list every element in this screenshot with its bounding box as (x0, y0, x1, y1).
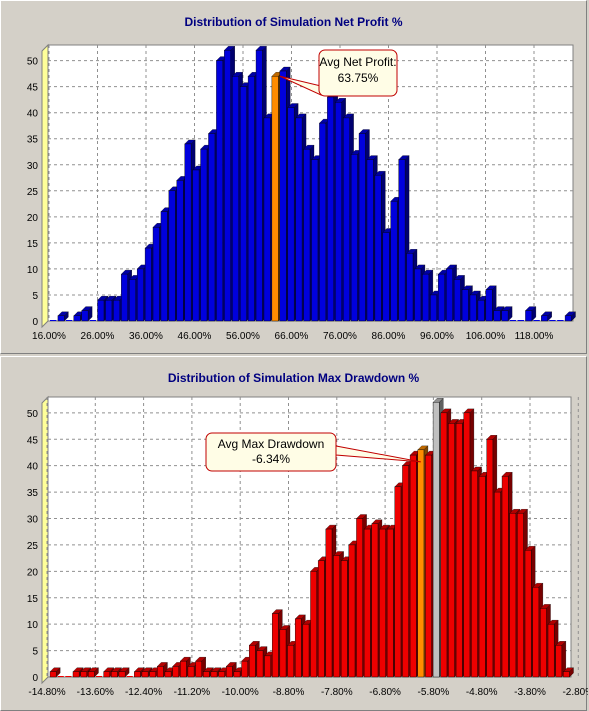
histogram-bar (525, 306, 537, 322)
annotation-label: Avg Net Profit: (319, 55, 396, 69)
y-tick-label: 0 (32, 317, 38, 328)
left-wall (41, 395, 49, 685)
histogram-bar (50, 320, 57, 321)
max-drawdown-histogram: 0 5 10 15 20 25 30 35 40 45 50 -14.80% -13.60% -12.40… (27, 395, 588, 698)
histogram-bar (549, 320, 556, 321)
histogram-bar (95, 676, 103, 677)
histogram-bar (557, 320, 564, 321)
histogram-bar (564, 311, 576, 322)
y-tick-label: 15 (27, 594, 39, 605)
x-tick-label: -14.80% (28, 687, 65, 698)
y-tick-label: 25 (27, 541, 39, 552)
x-tick-label: 36.00% (129, 331, 163, 342)
y-tick-label: 50 (27, 57, 39, 68)
histogram-bar (540, 311, 553, 322)
histogram-bar (57, 676, 64, 677)
y-tick-label: 40 (27, 109, 39, 120)
y-tick-label: 30 (27, 161, 39, 172)
histogram-bar (126, 676, 133, 677)
x-tick-label: 76.00% (323, 331, 357, 342)
y-tick-label: 50 (27, 409, 39, 420)
histogram-bar (81, 306, 93, 322)
histogram-bar (49, 667, 61, 678)
x-tick-label: 26.00% (81, 331, 115, 342)
annotation-value: -6.34% (252, 452, 290, 466)
net-profit-panel: Distribution of Simulation Net Profit % … (0, 0, 587, 354)
x-tick-label: -8.80% (273, 687, 305, 698)
annotation-box (318, 49, 398, 97)
x-tick-label: -11.20% (174, 687, 211, 698)
y-tick-label: 0 (32, 673, 38, 684)
x-tick-label: -6.80% (369, 687, 401, 698)
y-tick-label: 35 (27, 488, 39, 499)
annotation-label: Avg Max Drawdown (218, 437, 325, 451)
left-wall (41, 43, 49, 329)
chart-title: Distribution of Simulation Net Profit % (184, 15, 403, 29)
x-tick-label: 106.00% (466, 331, 506, 342)
histogram-bar (89, 320, 97, 321)
histogram-bar (501, 306, 513, 322)
annotation-box (205, 432, 337, 472)
histogram-bar (517, 320, 524, 321)
x-tick-label: -7.80% (321, 687, 353, 698)
histogram-bar (509, 320, 517, 321)
y-tick-label: 35 (27, 135, 39, 146)
y-tick-label: 45 (27, 435, 39, 446)
x-tick-label: 66.00% (275, 331, 309, 342)
x-tick-label: -2.80% (562, 687, 588, 698)
x-tick-label: 46.00% (178, 331, 212, 342)
x-tick-label: 118.00% (515, 331, 554, 342)
x-tick-label: -13.60% (77, 687, 114, 698)
x-tick-label: 16.00% (32, 331, 66, 342)
histogram-bar (118, 667, 130, 678)
y-tick-label: 20 (27, 213, 39, 224)
x-tick-label: -10.00% (222, 687, 259, 698)
x-tick-label: -12.40% (125, 687, 162, 698)
y-tick-label: 5 (32, 647, 38, 658)
histogram-bar (87, 667, 99, 678)
histogram-bar (562, 667, 574, 678)
y-tick-label: 15 (27, 239, 39, 250)
y-tick-label: 10 (27, 620, 39, 631)
histogram-bar (65, 320, 73, 321)
y-tick-label: 5 (32, 291, 38, 302)
y-tick-label: 45 (27, 83, 39, 94)
max-drawdown-panel: Distribution of Simulation Max Drawdown … (0, 356, 588, 711)
histogram-bar (65, 676, 72, 677)
x-tick-label: -5.80% (418, 687, 450, 698)
net-profit-histogram: 0 5 10 15 20 25 30 35 40 45 50 16.00% 26.00% 36.00% 46… (27, 43, 576, 342)
annotation-value: 63.75% (338, 71, 379, 85)
x-tick-label: 86.00% (372, 331, 406, 342)
x-tick-label: -4.80% (466, 687, 498, 698)
y-tick-label: 10 (27, 265, 39, 276)
histogram-bar (533, 320, 540, 321)
y-tick-label: 20 (27, 567, 39, 578)
x-tick-label: -3.80% (514, 687, 546, 698)
y-tick-label: 40 (27, 462, 39, 473)
histogram-bar (210, 667, 222, 678)
y-tick-label: 25 (27, 187, 39, 198)
x-tick-label: 56.00% (226, 331, 260, 342)
y-tick-label: 30 (27, 515, 39, 526)
histogram-bar (57, 311, 69, 322)
x-tick-label: 96.00% (420, 331, 454, 342)
chart-title: Distribution of Simulation Max Drawdown … (167, 371, 420, 385)
